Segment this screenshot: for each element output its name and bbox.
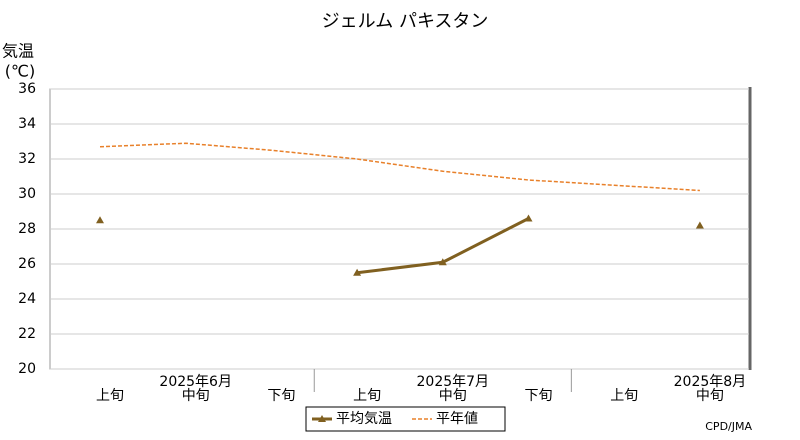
month-label: 2025年8月 <box>674 374 747 390</box>
source: CPD/JMA <box>705 420 752 433</box>
y-axis-label: (℃) <box>5 62 35 81</box>
marker <box>695 221 704 229</box>
x-tick-label: 下旬 <box>267 388 295 404</box>
legend <box>305 406 506 432</box>
y-tick-label: 28 <box>18 221 36 237</box>
y-tick-label: 34 <box>18 116 36 132</box>
marker <box>524 214 533 222</box>
x-tick-label: 中旬 <box>439 388 467 404</box>
marker <box>438 258 447 266</box>
legend-label: 平均気温 <box>336 411 392 427</box>
y-tick-label: 30 <box>18 186 36 202</box>
x-tick-label: 上旬 <box>96 388 124 404</box>
series-line <box>99 142 700 192</box>
x-tick-label: 上旬 <box>610 388 638 404</box>
marker <box>353 268 362 276</box>
y-tick-label: 24 <box>18 291 36 307</box>
month-label: 2025年6月 <box>159 374 232 390</box>
y-tick-label: 22 <box>18 326 36 342</box>
chart-title: ジェルム パキスタン <box>322 11 489 32</box>
legend-label: 平年値 <box>436 411 478 427</box>
x-tick-label: 中旬 <box>696 388 724 404</box>
month-label: 2025年7月 <box>417 374 490 390</box>
y-tick-label: 36 <box>18 81 36 97</box>
x-tick-label: 上旬 <box>353 388 381 404</box>
marker <box>96 216 104 224</box>
y-tick-label: 20 <box>18 361 36 377</box>
x-tick-label: 中旬 <box>182 388 210 404</box>
y-tick-label: 26 <box>18 256 36 272</box>
y-tick-label: 32 <box>18 151 36 167</box>
y-axis-label: 気温 <box>2 42 34 61</box>
legend-marker <box>318 415 326 422</box>
x-tick-label: 下旬 <box>525 388 553 404</box>
